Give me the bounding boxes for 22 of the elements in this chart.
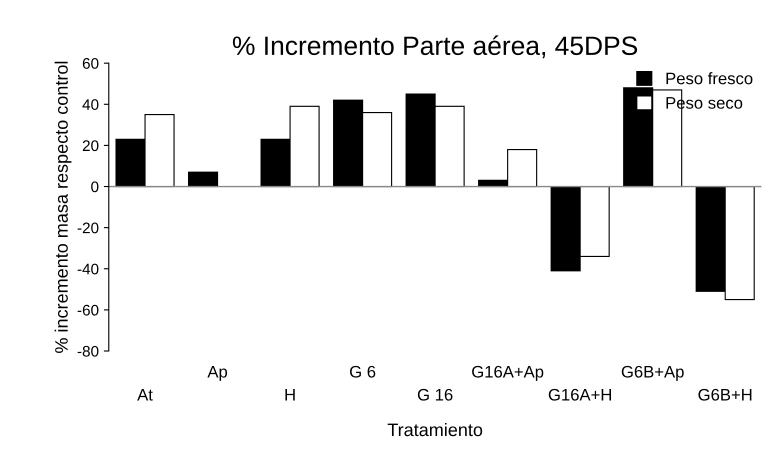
- x-tick-label: G 16: [418, 388, 452, 401]
- legend-label: Peso fresco: [666, 72, 752, 84]
- x-tick-label: G16A+H: [548, 388, 611, 401]
- y-tick-label: -60: [78, 304, 98, 316]
- x-tick-label: At: [137, 389, 153, 401]
- x-tick-label: H: [285, 389, 295, 400]
- y-tick-label: 20: [82, 140, 98, 152]
- y-tick-label: 40: [82, 99, 98, 110]
- x-tick-label: G 6: [350, 366, 376, 378]
- chart-title: % Incremento Parte aérea, 45DPS: [232, 35, 638, 58]
- x-tick-label: G6B+Ap: [622, 366, 684, 381]
- y-axis-title: % incremento masa respecto control: [54, 62, 72, 353]
- y-tick-label: 0: [91, 181, 98, 192]
- x-tick-label: G16A+Ap: [472, 366, 544, 381]
- y-tick-label: -80: [78, 346, 98, 357]
- y-tick-label: -20: [78, 222, 98, 234]
- bar: [188, 172, 218, 188]
- x-tick-label: Ap: [207, 366, 228, 381]
- y-tick-label: -40: [78, 264, 98, 274]
- x-axis-title: Tratamiento: [388, 422, 482, 436]
- x-tick-label: G6B+H: [698, 388, 752, 401]
- y-tick-label: 60: [82, 58, 98, 69]
